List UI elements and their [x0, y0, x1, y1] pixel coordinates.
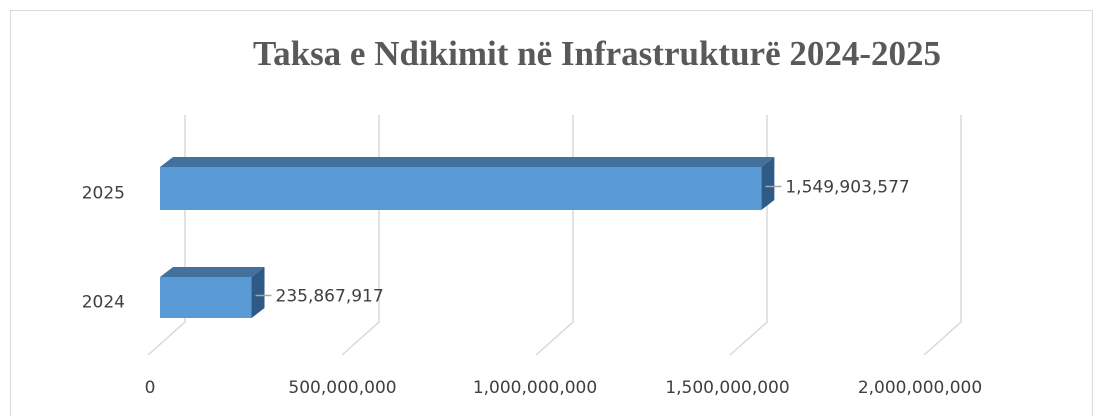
y-tick-label: 2024	[82, 293, 125, 313]
x-tick-label: 0	[145, 378, 156, 398]
y-tick-label: 2025	[82, 184, 125, 204]
chart-border	[10, 10, 1093, 416]
x-tick-label: 500,000,000	[288, 378, 396, 398]
data-label: 1,549,903,577	[785, 178, 909, 198]
bar	[160, 157, 775, 210]
x-tick-label: 1,000,000,000	[473, 378, 597, 398]
grid-line	[923, 115, 962, 356]
x-tick-label: 2,000,000,000	[858, 378, 982, 398]
bar	[160, 267, 265, 318]
chart-title: Taksa e Ndikimit në Infrastrukturë 2024-…	[253, 34, 941, 73]
x-tick-label: 1,500,000,000	[665, 378, 789, 398]
data-label: 235,867,917	[276, 287, 384, 307]
